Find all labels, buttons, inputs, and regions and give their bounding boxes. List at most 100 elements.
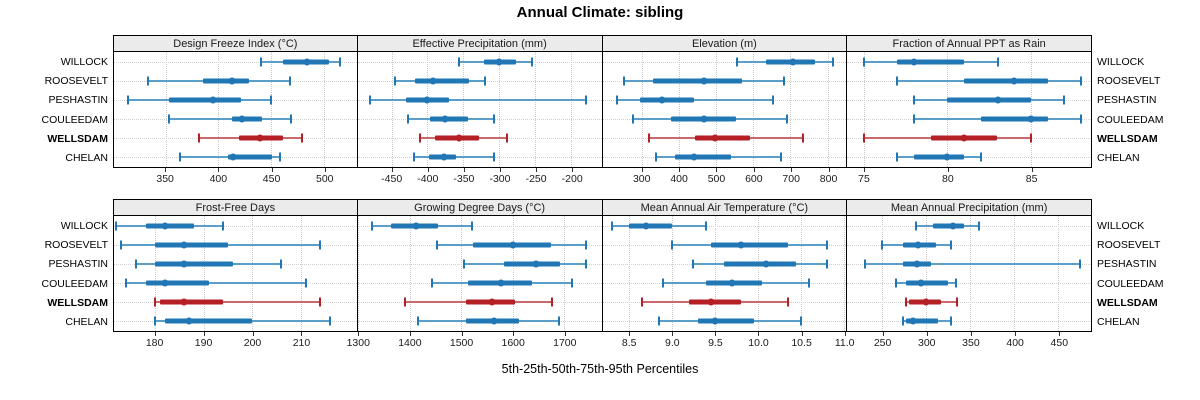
x-gridline: [714, 216, 716, 331]
station-label: ROOSEVELT: [44, 75, 108, 87]
panel-title: Mean Annual Precipitation (mm): [890, 201, 1048, 214]
median-dot: [303, 58, 311, 66]
panel-title: Mean Annual Air Temperature (°C): [640, 201, 809, 214]
axis-tick-label: 300: [632, 173, 651, 185]
whisker-cap: [430, 278, 433, 288]
median-dot: [922, 298, 930, 306]
station-label: PESHASTIN: [48, 258, 108, 271]
x-gridline: [970, 216, 972, 331]
panel-strip: Fraction of Annual PPT as Rain: [847, 35, 1092, 52]
iqr-band-25-75: [504, 261, 560, 267]
whisker-cap: [304, 278, 307, 288]
axis-tick-label: 11.0: [834, 337, 855, 349]
x-gridline: [678, 52, 680, 167]
axis-tick: [203, 332, 205, 336]
x-gridline: [252, 216, 254, 331]
whisker-cap: [412, 152, 415, 162]
whisker-cap: [146, 76, 149, 86]
panel-strip: Frost-Free Days: [113, 199, 358, 216]
x-gridline: [757, 216, 759, 331]
whisker-cap: [394, 76, 397, 86]
x-gridline: [863, 52, 865, 167]
station-label: COULEEDAM: [41, 113, 108, 126]
axis-tick-label: 400: [1006, 337, 1024, 349]
x-gridline: [427, 52, 429, 167]
iqr-band-25-75: [947, 97, 1031, 103]
whisker-cap: [280, 259, 283, 269]
panel: Fraction of Annual PPT as Rain 75 80 85: [847, 35, 1092, 194]
axis-tick: [882, 332, 884, 336]
axis-tick: [271, 168, 273, 172]
whisker-cap: [289, 76, 292, 86]
station-label: COULEEDAM: [1097, 277, 1164, 290]
axis-tick-label: 400: [209, 173, 228, 185]
axis-tick: [165, 168, 167, 172]
x-axis: 75 80 85: [847, 168, 1092, 194]
iqr-band-25-75: [980, 116, 1048, 122]
median-dot: [917, 279, 925, 287]
whisker-cap: [705, 221, 708, 231]
iqr-band-25-75: [906, 280, 948, 286]
whisker-cap: [154, 297, 157, 307]
whisker-cap: [584, 259, 587, 269]
median-dot: [238, 115, 246, 123]
whisker-cap: [134, 259, 137, 269]
whisker-cap: [154, 316, 157, 326]
median-dot: [762, 260, 770, 268]
whisker-cap: [319, 297, 322, 307]
axis-tick: [572, 168, 574, 172]
axis-tick-label: 1700: [553, 337, 577, 349]
whisker-cap: [786, 297, 789, 307]
axis-tick: [409, 332, 411, 336]
x-gridline: [716, 52, 717, 167]
median-dot: [161, 222, 169, 230]
panel-strip: Mean Annual Air Temperature (°C): [602, 199, 848, 216]
axis-tick: [391, 168, 393, 172]
x-gridline: [391, 52, 393, 167]
median-dot: [658, 96, 666, 104]
row-gridline: [602, 61, 847, 63]
x-gridline: [535, 52, 537, 167]
median-dot: [509, 241, 517, 249]
station-label: WILLOCK: [1097, 55, 1145, 68]
median-dot: [737, 241, 745, 249]
panel: Mean Annual Air Temperature (°C) 8.5 9.0 9.…: [602, 199, 854, 358]
whisker-cap: [462, 259, 465, 269]
axis-tick: [1015, 332, 1017, 336]
whisker-cap: [115, 221, 118, 231]
axis-tick-label: 1600: [501, 337, 525, 349]
median-dot: [700, 115, 708, 123]
whisker-cap: [270, 95, 273, 105]
axis-tick: [715, 332, 717, 336]
whisker-cap: [418, 133, 421, 143]
station-labels: WILLOCK ROOSEVELT PESHASTIN COULEEDAM WELLSD…: [0, 52, 113, 168]
axis-tick-label: -250: [525, 173, 547, 185]
row-gridline: [602, 225, 847, 227]
axis-tick: [791, 168, 793, 172]
median-dot: [711, 317, 719, 325]
x-gridline: [271, 52, 273, 167]
whisker-cap: [1079, 259, 1082, 269]
median-dot: [497, 279, 505, 287]
iqr-band-25-75: [168, 97, 241, 103]
panel-row-2: WILLOCK ROOSEVELT PESHASTIN COULEEDAM WELLSD…: [0, 199, 1200, 358]
whisker-cap: [610, 221, 613, 231]
whisker-cap: [179, 152, 182, 162]
whisker-cap: [896, 152, 899, 162]
axis-tick-label: 450: [1050, 337, 1069, 349]
whisker-cap: [658, 316, 661, 326]
axis-tick-label: 600: [745, 173, 763, 185]
whisker-cap: [863, 259, 866, 269]
panel: Mean Annual Precipitation (mm) 250 300 350 4…: [847, 199, 1092, 358]
station-label: ROOSEVELT: [1097, 75, 1161, 87]
station-label: WILLOCK: [1097, 219, 1145, 232]
whisker-5-95: [369, 98, 586, 101]
axis-tick: [716, 168, 718, 172]
panel-strip: Mean Annual Precipitation (mm): [847, 199, 1092, 216]
axis-tick: [753, 168, 755, 172]
panel-strip: Design Freeze Index (°C): [113, 35, 358, 52]
x-gridline: [843, 216, 845, 331]
iqr-band-25-75: [155, 242, 229, 248]
plot-area: [113, 52, 358, 168]
iqr-band-25-75: [723, 261, 797, 267]
